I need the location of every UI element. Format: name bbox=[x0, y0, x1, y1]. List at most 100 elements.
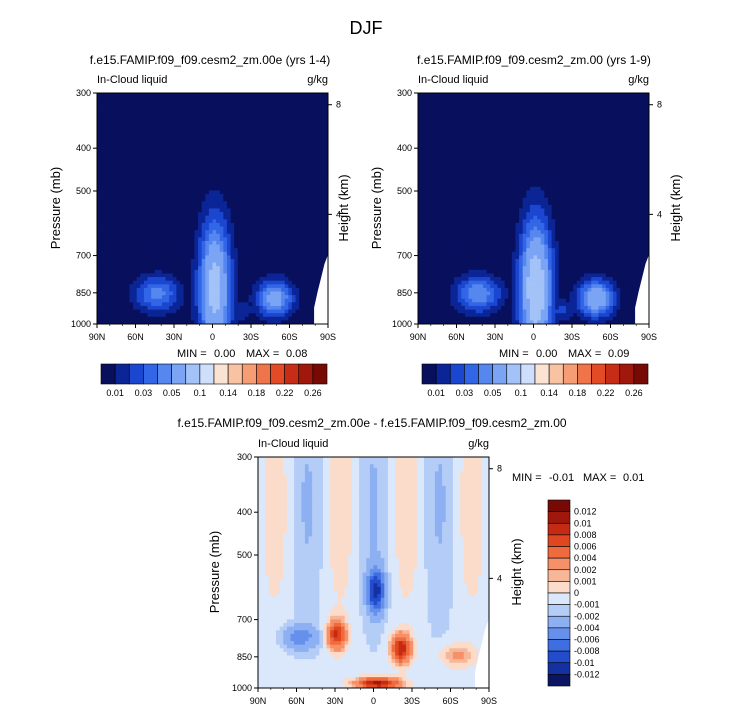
heatmap-cell bbox=[115, 298, 120, 303]
heatmap-cell bbox=[252, 107, 257, 112]
heatmap-cell bbox=[111, 143, 116, 148]
heatmap-cell bbox=[187, 186, 192, 191]
heatmap-cell bbox=[634, 103, 639, 108]
heatmap-cell bbox=[266, 204, 271, 209]
heatmap-cell bbox=[634, 114, 639, 119]
heatmap-cell bbox=[320, 262, 325, 267]
heatmap-cell bbox=[602, 103, 607, 108]
heatmap-cell bbox=[183, 194, 188, 199]
heatmap-cell bbox=[281, 129, 286, 134]
heatmap-cell bbox=[169, 269, 174, 274]
heatmap-cell bbox=[266, 114, 271, 119]
heatmap-cell bbox=[526, 132, 531, 137]
heatmap-cell bbox=[219, 266, 224, 271]
heatmap-cell bbox=[165, 154, 170, 159]
heatmap-cell bbox=[172, 129, 177, 134]
heatmap-cell bbox=[216, 309, 221, 314]
heatmap-cell bbox=[302, 118, 307, 123]
heatmap-cell bbox=[111, 298, 116, 303]
heatmap-cell bbox=[529, 96, 534, 101]
heatmap-cell bbox=[172, 222, 177, 227]
heatmap-cell bbox=[223, 248, 228, 253]
heatmap-cell bbox=[263, 100, 268, 105]
heatmap-cell bbox=[324, 233, 329, 238]
heatmap-cell bbox=[291, 255, 296, 260]
heatmap-cell bbox=[212, 143, 217, 148]
heatmap-cell bbox=[306, 222, 311, 227]
heatmap-cell bbox=[151, 305, 156, 310]
heatmap-cell bbox=[212, 259, 217, 264]
heatmap-cell bbox=[306, 280, 311, 285]
heatmap-cell bbox=[198, 291, 203, 296]
heatmap-cell bbox=[180, 183, 185, 188]
heatmap-cell bbox=[291, 316, 296, 321]
heatmap-cell bbox=[255, 107, 260, 112]
heatmap-cell bbox=[111, 107, 116, 112]
heatmap-cell bbox=[299, 172, 304, 177]
heatmap-cell bbox=[111, 179, 116, 184]
heatmap-cell bbox=[533, 107, 538, 112]
heatmap-cell bbox=[540, 100, 545, 105]
heatmap-cell bbox=[306, 129, 311, 134]
heatmap-cell bbox=[284, 237, 289, 242]
x-tick-label: 30S bbox=[243, 332, 259, 342]
heatmap-cell bbox=[212, 154, 217, 159]
heatmap-cell bbox=[104, 179, 109, 184]
heatmap-cell bbox=[263, 226, 268, 231]
heatmap-cell bbox=[281, 291, 286, 296]
heatmap-cell bbox=[136, 154, 141, 159]
heatmap-cell bbox=[100, 240, 105, 245]
heatmap-cell bbox=[418, 103, 423, 108]
heatmap-cell bbox=[111, 309, 116, 314]
heatmap-cell bbox=[133, 201, 138, 206]
heatmap-cell bbox=[291, 93, 296, 98]
heatmap-cell bbox=[241, 237, 246, 242]
heatmap-cell bbox=[281, 313, 286, 318]
heatmap-cell bbox=[147, 287, 152, 292]
heatmap-cell bbox=[255, 190, 260, 195]
heatmap-cell bbox=[270, 121, 275, 126]
heatmap-cell bbox=[234, 190, 239, 195]
heatmap-cell bbox=[259, 273, 264, 278]
heatmap-cell bbox=[493, 136, 498, 141]
heatmap-cell bbox=[104, 269, 109, 274]
heatmap-cell bbox=[118, 266, 123, 271]
heatmap-cell bbox=[270, 172, 275, 177]
colorbar-label: 0.18 bbox=[248, 388, 266, 398]
heatmap-cell bbox=[125, 248, 130, 253]
heatmap-cell bbox=[237, 266, 242, 271]
heatmap-cell bbox=[151, 295, 156, 300]
heatmap-cell bbox=[226, 176, 231, 181]
heatmap-cell bbox=[295, 280, 300, 285]
heatmap-cell bbox=[143, 255, 148, 260]
heatmap-cell bbox=[234, 93, 239, 98]
heatmap-cell bbox=[147, 190, 152, 195]
heatmap-cell bbox=[266, 291, 271, 296]
heatmap-cell bbox=[241, 244, 246, 249]
heatmap-cell bbox=[645, 107, 650, 112]
heatmap-cell bbox=[436, 132, 441, 137]
heatmap-cell bbox=[288, 226, 293, 231]
heatmap-cell bbox=[576, 111, 581, 116]
heatmap-cell bbox=[212, 287, 217, 292]
heatmap-cell bbox=[598, 129, 603, 134]
heatmap-cell bbox=[324, 93, 329, 98]
heatmap-cell bbox=[158, 197, 163, 202]
heatmap-cell bbox=[324, 222, 329, 227]
heatmap-cell bbox=[317, 103, 322, 108]
heatmap-cell bbox=[291, 280, 296, 285]
heatmap-cell bbox=[544, 107, 549, 112]
heatmap-cell bbox=[317, 222, 322, 227]
heatmap-cell bbox=[151, 129, 156, 134]
heatmap-cell bbox=[161, 100, 166, 105]
heatmap-cell bbox=[266, 298, 271, 303]
heatmap-cell bbox=[223, 302, 228, 307]
heatmap-cell bbox=[151, 230, 156, 235]
heatmap-cell bbox=[248, 161, 253, 166]
heatmap-cell bbox=[263, 139, 268, 144]
heatmap-cell bbox=[180, 121, 185, 126]
heatmap-cell bbox=[623, 111, 628, 116]
heatmap-cell bbox=[255, 226, 260, 231]
heatmap-cell bbox=[172, 183, 177, 188]
heatmap-cell bbox=[151, 150, 156, 155]
